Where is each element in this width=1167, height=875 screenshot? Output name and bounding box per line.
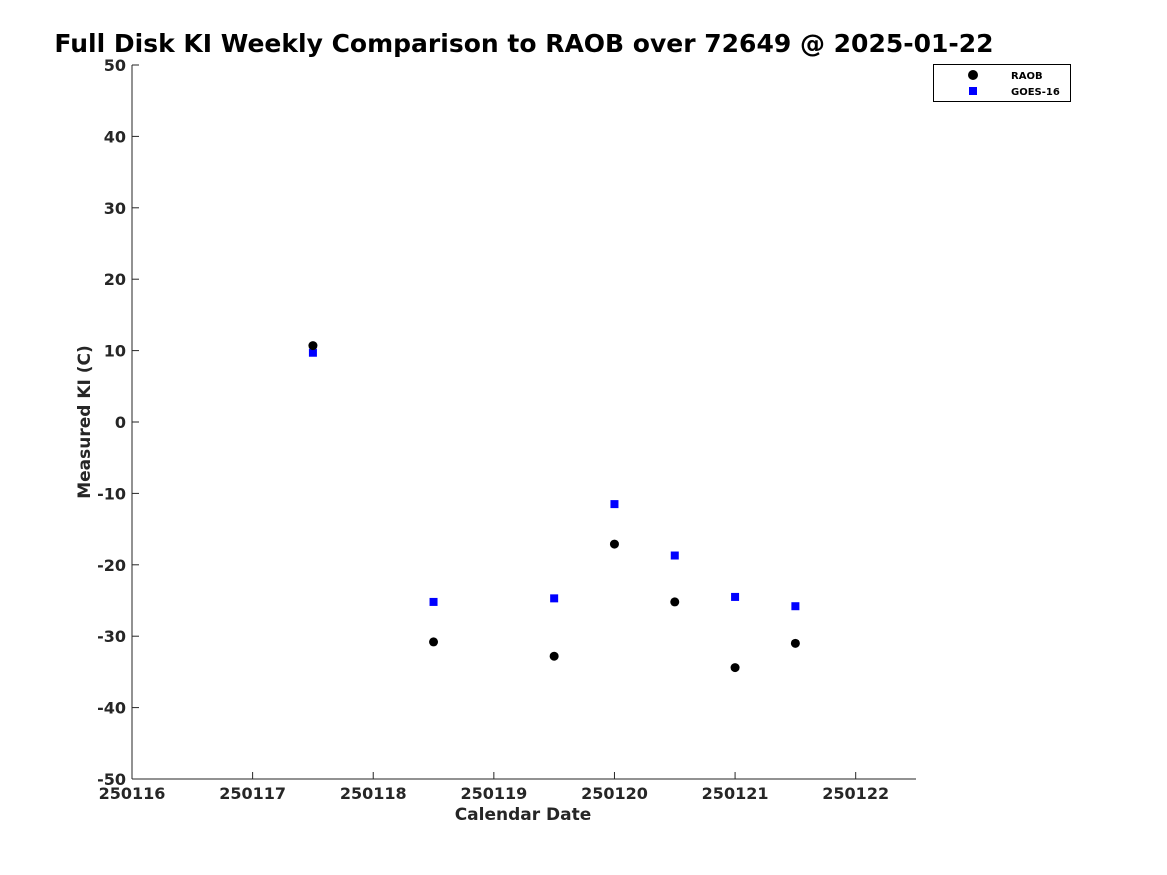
chart-title: Full Disk KI Weekly Comparison to RAOB o… bbox=[54, 29, 993, 58]
x-tick-label: 250118 bbox=[340, 784, 407, 803]
y-tick-label: -20 bbox=[97, 556, 126, 575]
x-axis-ticks: 250116 250117 250118 250119 250120 250121 2501… bbox=[99, 772, 889, 803]
legend-raob-marker bbox=[968, 70, 978, 80]
raob-point bbox=[670, 597, 680, 607]
y-axis-ticks: 50 40 30 20 10 0 -10 -20 -30 -40 -50 bbox=[97, 56, 139, 789]
raob-point bbox=[609, 539, 619, 549]
series-raob bbox=[308, 341, 800, 673]
y-tick-label: 30 bbox=[104, 199, 126, 218]
legend-label: RAOB bbox=[1011, 71, 1043, 82]
y-tick-label: 0 bbox=[115, 413, 126, 432]
x-tick-label: 250122 bbox=[822, 784, 889, 803]
goes16-point bbox=[308, 348, 317, 357]
y-tick-label: -10 bbox=[97, 484, 126, 503]
legend-box bbox=[933, 64, 1071, 102]
goes16-point bbox=[550, 594, 559, 603]
raob-point bbox=[549, 651, 559, 661]
x-tick-label: 250120 bbox=[581, 784, 648, 803]
y-tick-label: -50 bbox=[97, 770, 126, 789]
series-goes-16 bbox=[308, 348, 800, 611]
y-tick-label: -40 bbox=[97, 699, 126, 718]
goes16-point bbox=[670, 551, 679, 560]
legend: RAOB GOES-16 bbox=[933, 64, 1071, 102]
data-series bbox=[308, 341, 800, 673]
y-tick-label: 40 bbox=[104, 127, 126, 146]
raob-point bbox=[308, 341, 318, 351]
goes16-point bbox=[791, 602, 800, 611]
raob-point bbox=[730, 663, 740, 673]
goes16-point bbox=[429, 597, 438, 606]
raob-point bbox=[429, 637, 439, 647]
goes16-point bbox=[610, 500, 619, 509]
x-tick-label: 250117 bbox=[219, 784, 286, 803]
x-axis-label: Calendar Date bbox=[455, 805, 592, 825]
y-tick-label: 10 bbox=[104, 342, 126, 361]
y-tick-label: 20 bbox=[104, 270, 126, 289]
y-tick-label: 50 bbox=[104, 56, 126, 75]
legend-goes16-marker bbox=[969, 87, 977, 95]
goes16-point bbox=[731, 592, 740, 601]
y-axis-label: Measured KI (C) bbox=[75, 345, 95, 499]
x-tick-label: 250119 bbox=[460, 784, 527, 803]
x-tick-label: 250121 bbox=[702, 784, 769, 803]
raob-point bbox=[790, 638, 800, 648]
legend-label: GOES-16 bbox=[1011, 87, 1060, 98]
y-tick-label: -30 bbox=[97, 627, 126, 646]
x-tick-label: 250116 bbox=[99, 784, 166, 803]
